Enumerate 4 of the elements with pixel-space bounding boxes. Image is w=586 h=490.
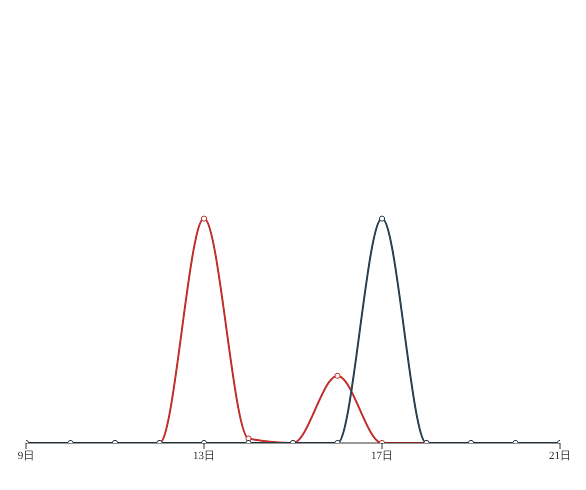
x-tick-label: 17日 (371, 450, 393, 462)
x-tick-label: 9日 (18, 450, 34, 462)
x-tick-label: 13日 (193, 450, 215, 462)
x-tick-label: 21日 (549, 450, 571, 462)
